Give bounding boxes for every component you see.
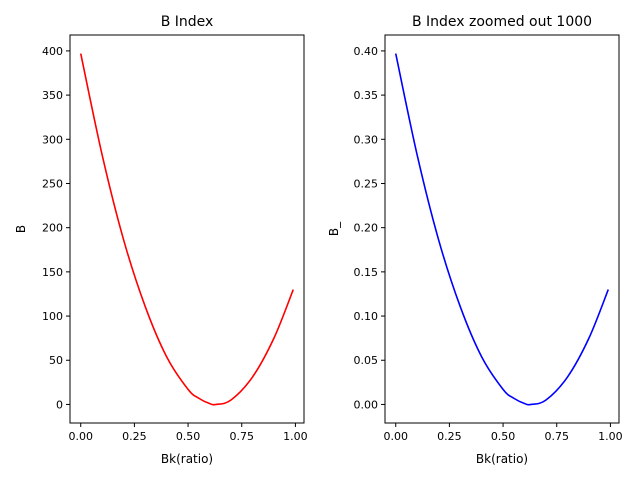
x-tick-label: 0.00 [383,430,408,443]
x-tick-label: 0.50 [491,430,516,443]
x-axis-label: Bk(ratio) [476,452,528,466]
chart-title: B Index zoomed out 1000 [412,14,592,30]
y-axis-label: B_ [327,221,341,236]
y-tick-label: 350 [42,89,63,102]
y-tick-label: 0.00 [354,398,379,411]
subplot-b-index-zoomed: B Index zoomed out 1000 Bk(ratio) B_ 0.0… [327,14,623,466]
x-tick-label: 0.25 [437,430,462,443]
y-tick-label: 0.05 [354,354,379,367]
y-tick-label: 300 [42,133,63,146]
y-tick-label: 0.25 [354,177,379,190]
series-line [79,53,295,406]
x-axis-label: Bk(ratio) [161,452,213,466]
y-tick-label: 0 [56,398,63,411]
y-tick-label: 0.30 [354,133,379,146]
y-tick-label: 250 [42,177,63,190]
y-tick-label: 200 [42,222,63,235]
y-tick-label: 0.10 [354,310,379,323]
x-tick-label: 1.00 [283,430,308,443]
y-tick-label: 150 [42,266,63,279]
x-tick-label: 1.00 [598,430,623,443]
series-line [394,53,610,406]
line-layer [79,53,295,406]
x-tick-label: 0.75 [544,430,569,443]
axes-frame [69,34,305,424]
chart-title: B Index [161,14,214,30]
tick-layer: 0.00 0.25 0.50 0.75 1.00 0.00 0.05 0.10 0.15 0.20… [354,45,623,443]
x-tick-label: 0.75 [229,430,254,443]
x-tick-label: 0.50 [176,430,201,443]
y-tick-label: 100 [42,310,63,323]
axes-frame [384,34,620,424]
y-tick-label: 0.35 [354,89,379,102]
tick-layer: 0.00 0.25 0.50 0.75 1.00 0 50 100 150 200 250 300 35… [42,45,308,443]
line-layer [394,53,610,406]
y-tick-label: 0.15 [354,266,379,279]
y-tick-label: 0.20 [354,222,379,235]
x-tick-label: 0.25 [122,430,147,443]
y-axis-label: B [14,225,28,233]
y-tick-label: 50 [49,354,63,367]
x-tick-label: 0.00 [68,430,93,443]
subplot-b-index: B Index Bk(ratio) B 0.00 0.25 0.50 0.75 1.00… [14,14,308,466]
y-tick-label: 0.40 [354,45,379,58]
y-tick-label: 400 [42,45,63,58]
